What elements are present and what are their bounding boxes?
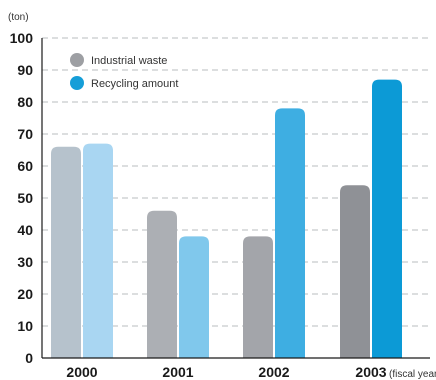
bar-industrial-waste-2000: [51, 146, 81, 358]
bar-industrial-waste-2001: [147, 210, 177, 358]
bar-recycling-amount-2001: [179, 236, 209, 358]
y-tick-label-30: 30: [17, 254, 33, 270]
legend-marker-industrial-waste: [70, 53, 84, 67]
bars-layer: [51, 79, 402, 359]
y-tick-label-60: 60: [17, 158, 33, 174]
bar-recycling-amount-2002: [275, 108, 305, 359]
legend: Industrial waste Recycling amount: [70, 53, 178, 90]
y-tick-label-80: 80: [17, 94, 33, 110]
bar-industrial-waste-2003: [340, 185, 370, 358]
y-tick-label-40: 40: [17, 222, 33, 238]
y-tick-label-90: 90: [17, 62, 33, 78]
legend-label-industrial-waste: Industrial waste: [91, 55, 167, 67]
y-tick-label-50: 50: [17, 190, 33, 206]
y-tick-label-10: 10: [17, 318, 33, 334]
bar-recycling-amount-2003: [372, 79, 402, 358]
y-unit-label: (ton): [8, 12, 29, 23]
x-tick-label-2000: 2000: [66, 364, 97, 380]
y-tick-label-0: 0: [25, 350, 33, 366]
y-tick-label-20: 20: [17, 286, 33, 302]
bar-industrial-waste-2002: [243, 236, 273, 358]
bar-recycling-amount-2000: [83, 143, 113, 358]
x-tick-label-2002: 2002: [258, 364, 289, 380]
y-tick-label-70: 70: [17, 126, 33, 142]
axis-layer: 0 10 20 30 40 50 60 70 80 90 100 2000 2001 2002 2003 (f…: [10, 30, 436, 380]
legend-label-recycling-amount: Recycling amount: [91, 78, 178, 90]
legend-marker-recycling-amount: [70, 76, 84, 90]
y-tick-label-100: 100: [10, 30, 34, 46]
x-tick-label-2003: 2003: [355, 364, 386, 380]
x-tick-label-2001: 2001: [162, 364, 193, 380]
x-unit-label: (fiscal year): [389, 369, 436, 380]
